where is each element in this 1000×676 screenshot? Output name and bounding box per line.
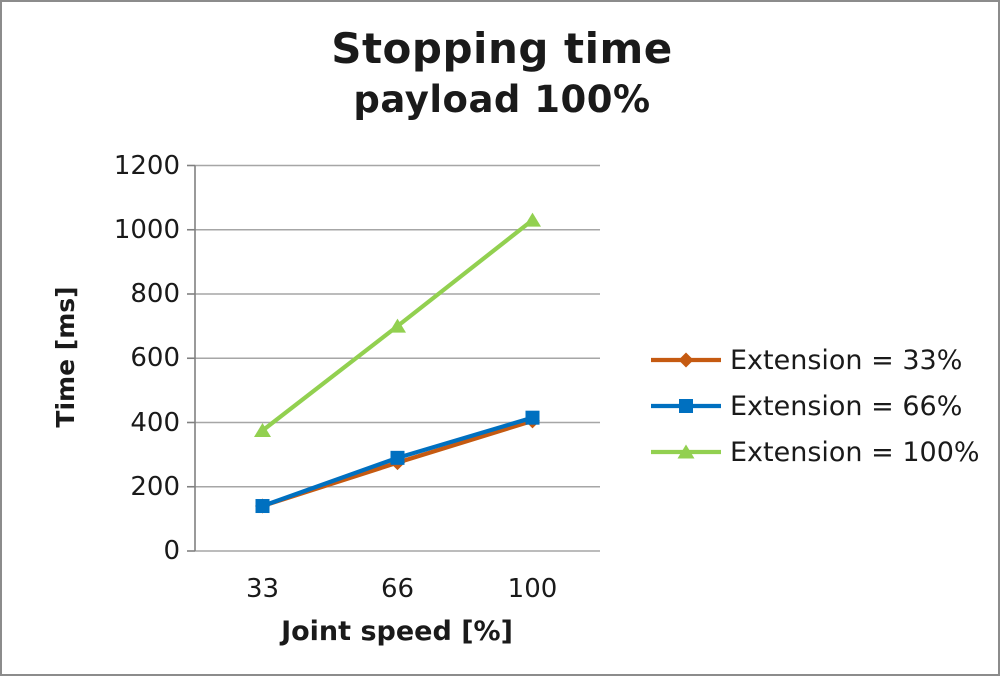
marker-square-icon xyxy=(525,410,540,425)
x-tick-label: 100 xyxy=(507,574,558,604)
y-tick-label: 200 xyxy=(130,471,180,502)
legend: Extension = 33% Extension = 66% Extension … xyxy=(650,344,980,468)
x-axis-title: Joint speed [%] xyxy=(281,616,513,647)
x-tick-label: 66 xyxy=(380,574,415,604)
marker-triangle-icon xyxy=(389,318,406,333)
chart-title: Stopping time xyxy=(331,24,673,73)
marker-square-icon xyxy=(390,450,405,465)
marker-triangle-icon xyxy=(524,212,541,227)
marker-square-icon xyxy=(255,499,270,514)
legend-item: Extension = 100% xyxy=(650,436,980,468)
legend-marker-square-icon xyxy=(679,399,693,413)
x-tick-labels: 33 66 100 xyxy=(2,574,998,606)
x-tick-label: 33 xyxy=(245,574,280,604)
legend-marker-diamond-icon xyxy=(678,352,694,368)
legend-label: Extension = 100% xyxy=(730,436,980,468)
legend-swatch-triangle-icon xyxy=(651,444,721,459)
y-tick-label: 600 xyxy=(130,343,180,374)
legend-item: Extension = 66% xyxy=(650,390,980,422)
y-tick-label: 800 xyxy=(130,279,180,309)
marker-triangle-icon xyxy=(254,423,271,438)
legend-label: Extension = 66% xyxy=(730,390,963,422)
y-tick-label: 0 xyxy=(163,536,180,566)
legend-swatch-diamond-icon xyxy=(651,352,721,368)
legend-marker-triangle-icon xyxy=(677,444,695,459)
chart-subtitle: payload 100% xyxy=(353,78,651,121)
y-tick-label: 1000 xyxy=(113,214,180,245)
legend-label: Extension = 33% xyxy=(730,344,963,376)
y-tick-label: 1200 xyxy=(113,150,180,181)
y-tick-label: 400 xyxy=(130,407,180,438)
legend-swatch-square-icon xyxy=(651,399,721,413)
legend-item: Extension = 33% xyxy=(650,344,980,376)
